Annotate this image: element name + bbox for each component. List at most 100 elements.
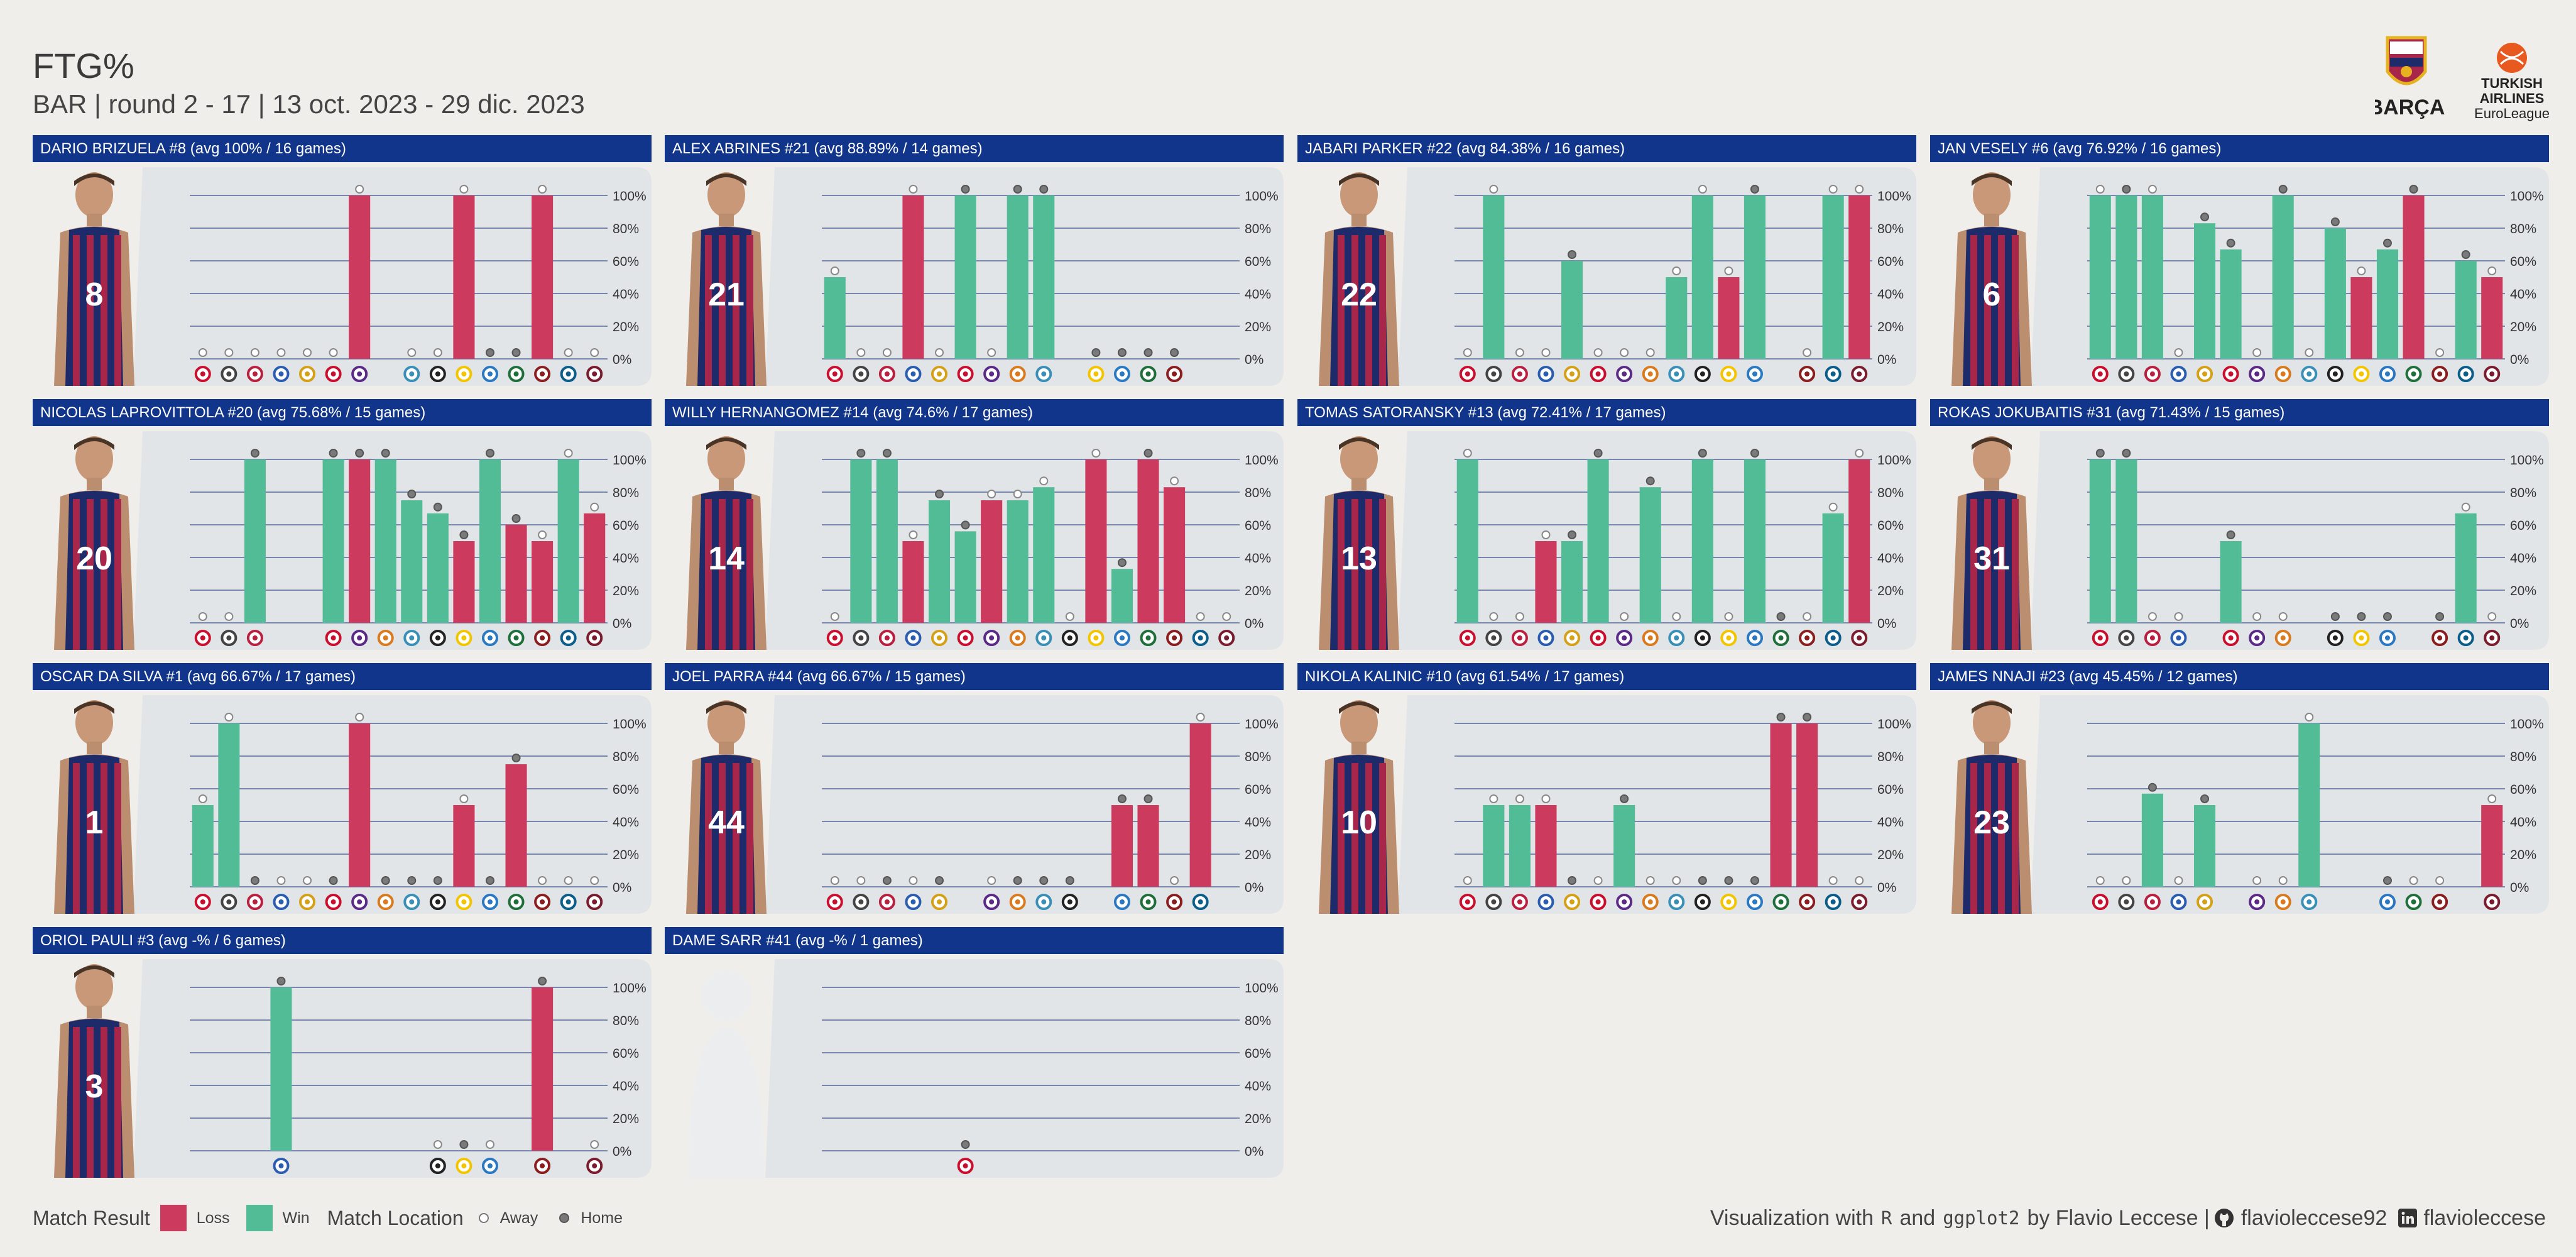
opponent-icon: [221, 630, 237, 646]
jersey-number: 3: [85, 1068, 104, 1105]
player-panel: ALEX ABRINES #21 (avg 88.89% / 14 games)…: [665, 135, 1284, 386]
player-photo: 21: [686, 172, 767, 386]
away-point: [459, 185, 469, 194]
opponent-icon: [1825, 630, 1842, 646]
opponent-icon: [1166, 366, 1183, 382]
away-point: [224, 713, 234, 722]
y-tick-label: 80%: [1877, 486, 1904, 500]
home-point: [1039, 185, 1049, 194]
bar: [1137, 459, 1159, 623]
away-point: [2174, 876, 2183, 885]
opponent-icon: [429, 366, 446, 382]
away-point: [590, 502, 599, 512]
opponent-icon: [1192, 894, 1209, 910]
bar: [2141, 195, 2163, 359]
bar: [1007, 195, 1029, 359]
opponent-icon: [1035, 366, 1052, 382]
away-point: [276, 876, 286, 885]
y-tick-label: 40%: [1245, 1079, 1271, 1094]
bar: [1822, 195, 1844, 359]
player-head: [1340, 436, 1378, 481]
home-point: [1698, 876, 1707, 885]
opponent-icon: [2249, 366, 2266, 382]
opponent-icon: [456, 366, 472, 382]
away-point: [830, 612, 839, 621]
opponent-icon: [2327, 366, 2344, 382]
bar: [2272, 195, 2294, 359]
opponent-icon: [246, 894, 263, 910]
opponent-icon: [1746, 630, 1763, 646]
panel-title: JABARI PARKER #22 (avg 84.38% / 16 games…: [1305, 140, 1625, 157]
panel-header: [665, 135, 1284, 162]
opponent-icon: [221, 366, 237, 382]
opponent-icon: [1851, 366, 1868, 382]
panel-body: [2031, 431, 2549, 650]
y-tick-label: 80%: [1245, 222, 1271, 236]
away-point: [1196, 713, 1205, 722]
away-point: [564, 876, 573, 885]
home-point: [1698, 449, 1707, 458]
away-point: [1620, 612, 1629, 621]
away-point: [2174, 348, 2183, 357]
panel-body: [133, 167, 652, 386]
opponent-icon: [1166, 630, 1183, 646]
credit-author: by Flavio Leccese |: [2027, 1205, 2210, 1230]
home-point: [1593, 449, 1603, 458]
opponent-icon: [1113, 366, 1130, 382]
opponent-icon: [1720, 894, 1737, 910]
bar: [1033, 195, 1055, 359]
away-point: [2252, 612, 2262, 621]
y-tick-label: 0%: [1245, 353, 1263, 367]
opponent-icon: [1799, 894, 1816, 910]
away-point: [1463, 876, 1472, 885]
home-point: [381, 449, 390, 458]
y-tick-label: 20%: [613, 848, 639, 862]
github-handle[interactable]: flavioleccese92: [2240, 1205, 2388, 1230]
home-point: [1039, 876, 1049, 885]
y-tick-label: 40%: [2510, 287, 2536, 302]
bar: [2141, 793, 2163, 887]
opponent-icon: [1113, 894, 1130, 910]
linkedin-handle[interactable]: flavioleccese: [2423, 1205, 2546, 1230]
bar: [453, 805, 475, 887]
player-photo: 8: [54, 172, 134, 386]
bar: [1848, 459, 1870, 623]
opponent-icon: [2301, 366, 2318, 382]
bar: [1822, 513, 1844, 623]
home-point: [459, 1140, 469, 1149]
away-point: [2095, 876, 2105, 885]
away-point: [909, 876, 918, 885]
linkedin-icon: [2398, 1209, 2418, 1227]
away-point: [2095, 185, 2105, 194]
away-point: [1672, 266, 1681, 275]
y-tick-label: 100%: [1245, 981, 1279, 996]
panel-title: NICOLAS LAPROVITTOLA #20 (avg 75.68% / 1…: [40, 404, 425, 421]
opponent-icon: [560, 894, 577, 910]
credit-tool-r: R: [1881, 1207, 1892, 1229]
away-point: [1828, 876, 1838, 885]
y-tick-label: 80%: [1877, 222, 1904, 236]
opponent-icon: [2379, 630, 2396, 646]
home-point: [355, 449, 364, 458]
opponent-icon: [983, 630, 1000, 646]
y-tick-label: 40%: [1877, 815, 1904, 830]
away-point: [224, 612, 234, 621]
opponent-icon: [2144, 894, 2161, 910]
home-point: [381, 876, 390, 885]
opponent-icon: [299, 366, 316, 382]
away-point: [2487, 794, 2497, 803]
y-tick-label: 20%: [1877, 584, 1904, 598]
player-panel: NIKOLA KALINIC #10 (avg 61.54% / 17 game…: [1297, 663, 1916, 914]
away-point: [590, 348, 599, 357]
away-point: [2357, 266, 2366, 275]
euroleague-logo-line-1: TURKISH: [2481, 75, 2543, 91]
opponent-icon: [194, 630, 211, 646]
logos: BARÇA TURKISH AIRLINES EuroLeague: [2375, 36, 2550, 121]
y-tick-label: 60%: [1245, 255, 1271, 269]
bar: [349, 195, 371, 359]
home-point: [935, 876, 944, 885]
panel-header: [33, 399, 652, 426]
home-point: [459, 530, 469, 539]
opponent-icon: [1772, 894, 1789, 910]
opponent-icon: [1009, 894, 1026, 910]
